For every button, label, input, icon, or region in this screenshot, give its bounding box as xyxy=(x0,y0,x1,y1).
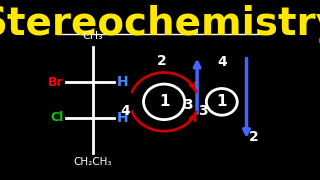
Text: 3: 3 xyxy=(183,98,193,112)
Text: CH₃: CH₃ xyxy=(83,31,103,41)
Text: 4: 4 xyxy=(217,55,227,69)
Text: 2: 2 xyxy=(157,54,167,68)
Text: CH₂CH₃: CH₂CH₃ xyxy=(74,157,112,167)
Text: 4: 4 xyxy=(120,104,130,118)
Text: H: H xyxy=(117,111,128,125)
Text: H: H xyxy=(117,75,128,89)
Text: 1: 1 xyxy=(159,94,169,109)
Text: 2: 2 xyxy=(249,130,259,144)
Text: 3: 3 xyxy=(198,104,208,118)
Text: Cl: Cl xyxy=(50,111,63,124)
Text: Stereochemistry: Stereochemistry xyxy=(0,5,320,43)
Text: Br: Br xyxy=(48,76,63,89)
Text: 1: 1 xyxy=(217,94,227,109)
